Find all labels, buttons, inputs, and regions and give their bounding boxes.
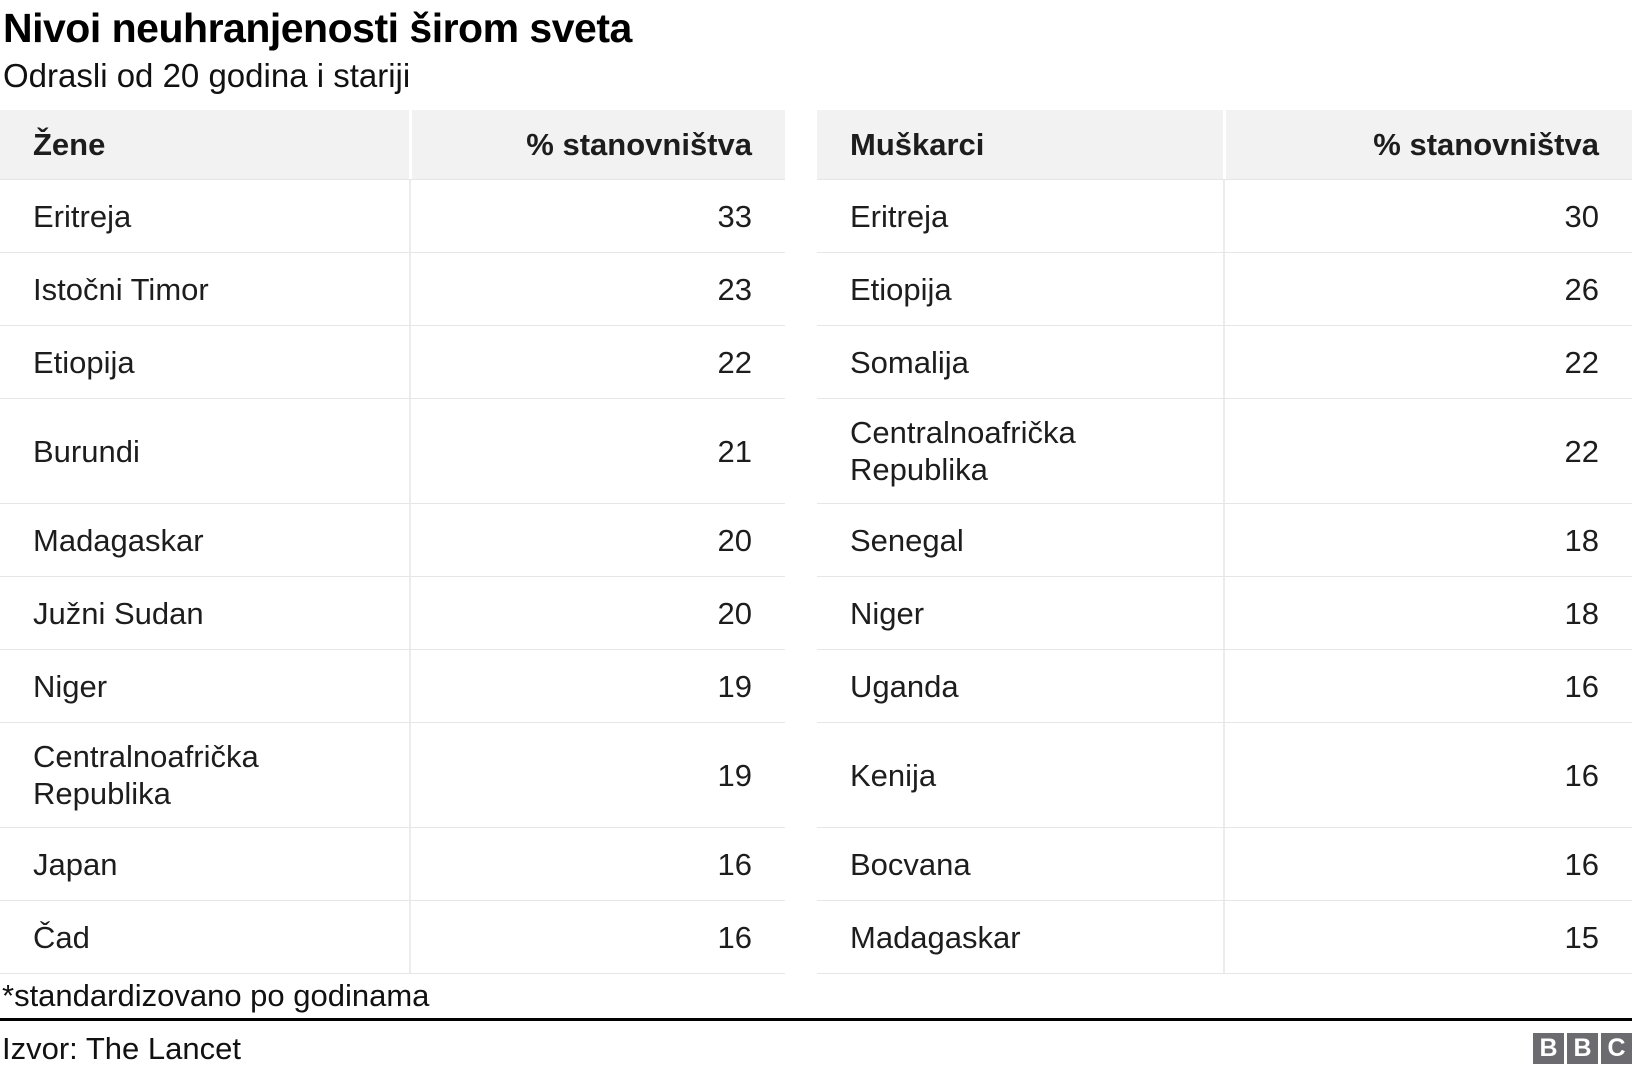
country-cell: Madagaskar — [33, 522, 204, 558]
footer: Izvor: The Lancet B B C — [0, 1021, 1632, 1076]
column-header-percent: % stanovništva — [409, 110, 785, 180]
country-cell: Čad — [33, 919, 90, 955]
country-cell: Centralnoafrička Republika — [33, 739, 259, 812]
table-row: Madagaskar 20 — [0, 504, 785, 578]
table-row: Bocvana 16 — [817, 828, 1632, 902]
table-row: Niger 18 — [817, 577, 1632, 651]
column-header-group: Žene — [33, 127, 106, 163]
country-cell: Kenija — [850, 757, 937, 793]
table-row: Centralnoafrička Republika 22 — [817, 399, 1632, 505]
chart-subtitle: Odrasli od 20 godina i stariji — [3, 57, 411, 95]
table-row: Somalija 22 — [817, 326, 1632, 400]
table-row: Eritreja 30 — [817, 180, 1632, 254]
country-cell: Istočni Timor — [33, 271, 209, 307]
table-row: Južni Sudan 20 — [0, 577, 785, 651]
table-body: Eritreja 33 Istočni Timor 23 Etiopija 22 Burun… — [0, 180, 785, 975]
value-cell: 15 — [1223, 901, 1632, 974]
table-row: Čad 16 — [0, 901, 785, 975]
source: Izvor: The Lancet — [2, 1030, 241, 1066]
country-cell: Niger — [850, 595, 925, 631]
table-row: Madagaskar 15 — [817, 901, 1632, 975]
value-cell: 16 — [1223, 650, 1632, 723]
country-cell: Burundi — [33, 433, 140, 469]
value-cell: 16 — [409, 901, 785, 974]
value-cell: 23 — [409, 253, 785, 326]
value-cell: 22 — [1223, 326, 1632, 399]
country-cell: Somalija — [850, 344, 969, 380]
table-row: Senegal 18 — [817, 504, 1632, 578]
value-cell: 22 — [1223, 399, 1632, 504]
country-cell: Eritreja — [33, 198, 132, 234]
country-cell: Centralnoafrička Republika — [850, 415, 1076, 488]
table-row: Eritreja 33 — [0, 180, 785, 254]
column-header-percent: % stanovništva — [1223, 110, 1632, 180]
value-cell: 16 — [1223, 723, 1632, 828]
value-cell: 18 — [1223, 504, 1632, 577]
country-cell: Etiopija — [850, 271, 952, 307]
table-row: Etiopija 26 — [817, 253, 1632, 327]
value-cell: 20 — [409, 577, 785, 650]
chart-title: Nivoi neuhranjenosti širom sveta — [3, 5, 632, 51]
country-cell: Etiopija — [33, 344, 135, 380]
table-body: Eritreja 30 Etiopija 26 Somalija 22 Centralnoa… — [817, 180, 1632, 975]
country-cell: Uganda — [850, 668, 959, 704]
table-row: Uganda 16 — [817, 650, 1632, 724]
value-cell: 16 — [409, 828, 785, 901]
bbc-logo-letter: B — [1567, 1033, 1598, 1065]
table-row: Istočni Timor 23 — [0, 253, 785, 327]
value-cell: 19 — [409, 723, 785, 828]
table-row: Centralnoafrička Republika 19 — [0, 723, 785, 829]
country-cell: Južni Sudan — [33, 595, 204, 631]
column-header-group: Muškarci — [850, 127, 985, 163]
value-cell: 21 — [409, 399, 785, 504]
source-rule — [0, 1018, 1632, 1022]
country-cell: Madagaskar — [850, 919, 1021, 955]
tables-container: Žene % stanovništva Eritreja 33 Istočni Ti… — [0, 110, 1632, 975]
country-cell: Japan — [33, 846, 118, 882]
table-row: Kenija 16 — [817, 723, 1632, 829]
footnote: *standardizovano po godinama — [2, 978, 430, 1014]
country-cell: Senegal — [850, 522, 964, 558]
value-cell: 16 — [1223, 828, 1632, 901]
table-men: Muškarci % stanovništva Eritreja 30 Etiopi… — [817, 110, 1632, 975]
bbc-logo-letter: C — [1601, 1033, 1632, 1065]
table-women: Žene % stanovništva Eritreja 33 Istočni Ti… — [0, 110, 785, 975]
value-cell: 22 — [409, 326, 785, 399]
country-cell: Niger — [33, 668, 108, 704]
table-row: Burundi 21 — [0, 399, 785, 505]
value-cell: 19 — [409, 650, 785, 723]
value-cell: 20 — [409, 504, 785, 577]
bbc-logo-letter: B — [1533, 1033, 1564, 1065]
table-header-row: Muškarci % stanovništva — [817, 110, 1632, 181]
country-cell: Eritreja — [850, 198, 949, 234]
table-row: Japan 16 — [0, 828, 785, 902]
table-row: Etiopija 22 — [0, 326, 785, 400]
table-header-row: Žene % stanovništva — [0, 110, 785, 181]
value-cell: 33 — [409, 180, 785, 253]
bbc-logo: B B C — [1533, 1033, 1632, 1065]
value-cell: 30 — [1223, 180, 1632, 253]
value-cell: 18 — [1223, 577, 1632, 650]
country-cell: Bocvana — [850, 846, 971, 882]
table-row: Niger 19 — [0, 650, 785, 724]
value-cell: 26 — [1223, 253, 1632, 326]
